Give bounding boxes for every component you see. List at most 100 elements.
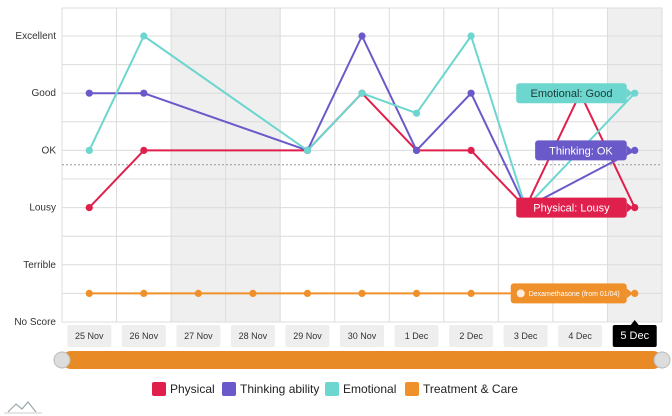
- y-tick-label-lousy: Lousy: [29, 203, 56, 214]
- slider-handle-right[interactable]: [653, 351, 671, 369]
- point-emotional-30-nov: [358, 89, 366, 97]
- tooltip-text: Dexamethasone (from 01/04): [529, 291, 620, 298]
- x-tick-box: [67, 325, 112, 347]
- x-tick-label: 4 Dec: [568, 331, 592, 341]
- point-thinking-ability-30-nov: [358, 32, 366, 40]
- x-tick-label: 28 Nov: [239, 331, 268, 341]
- y-tick-label-good: Good: [32, 88, 56, 99]
- x-tick-label: 25 Nov: [75, 331, 104, 341]
- point-emotional-1-dec: [412, 109, 421, 117]
- x-tick-box: [121, 325, 166, 347]
- x-tick-box: [340, 325, 384, 347]
- x-tick-25-nov[interactable]: 25 Nov: [67, 325, 112, 347]
- x-tick-label: 26 Nov: [130, 331, 159, 341]
- tooltip-treatment-care: Dexamethasone (from 01/04): [510, 283, 633, 304]
- point-physical-2-dec: [467, 146, 475, 154]
- x-tick-box: [176, 325, 221, 347]
- point-thinking-ability-1-dec: [412, 146, 421, 154]
- series-line-emotional: [88, 35, 636, 209]
- tooltip-box: [510, 283, 627, 304]
- point-emotional-29-nov: [303, 146, 312, 154]
- point-treatment-care-30-nov: [358, 289, 366, 297]
- legend-item-emotional[interactable]: Emotional: [325, 382, 396, 396]
- point-emotional-26-nov: [140, 32, 148, 40]
- legend-swatch: [325, 382, 339, 396]
- point-thinking-ability-26-nov: [140, 89, 148, 97]
- tooltip-physical: Physical: Lousy: [516, 197, 633, 218]
- y-tick-label-terrible: Terrible: [23, 260, 56, 271]
- legend: Physical Thinking ability Emotional Treatme…: [152, 382, 518, 396]
- legend-swatch: [152, 382, 166, 396]
- x-tick-2-dec[interactable]: 2 Dec: [449, 325, 494, 347]
- legend-label: Treatment & Care: [423, 382, 518, 396]
- legend-item-physical[interactable]: Physical: [152, 382, 215, 396]
- point-thinking-ability-25-nov: [85, 89, 93, 97]
- tooltip-thinking-ability: Thinking: OK: [535, 140, 633, 161]
- pill-icon: [516, 289, 525, 298]
- plot-background: [171, 8, 662, 322]
- point-treatment-care-5-dec: [631, 289, 639, 297]
- legend-label: Physical: [170, 382, 215, 396]
- grid: [61, 7, 663, 323]
- x-tick-1-dec[interactable]: 1 Dec: [394, 325, 439, 347]
- slider-track[interactable]: [62, 351, 662, 369]
- x-tick-29-nov[interactable]: 29 Nov: [285, 325, 330, 347]
- point-treatment-care-29-nov: [303, 289, 312, 297]
- brand-logo: [4, 401, 42, 414]
- x-tick-27-nov[interactable]: 27 Nov: [176, 325, 221, 347]
- legend-swatch: [222, 382, 236, 396]
- point-emotional-2-dec: [467, 32, 475, 40]
- point-treatment-care-1-dec: [412, 289, 421, 297]
- point-emotional-25-nov: [85, 146, 93, 154]
- x-tick-label: 3 Dec: [514, 331, 538, 341]
- x-tick-box: [230, 325, 275, 347]
- legend-item-treatment-care[interactable]: Treatment & Care: [405, 382, 518, 396]
- tooltip-box: [516, 83, 627, 104]
- x-tick-3-dec[interactable]: 3 Dec: [503, 325, 548, 347]
- point-treatment-care-2-dec: [467, 289, 475, 297]
- x-tick-box: [449, 325, 494, 347]
- slider-handle-left[interactable]: [53, 351, 71, 369]
- x-tick-28-nov[interactable]: 28 Nov: [230, 325, 275, 347]
- x-tick-26-nov[interactable]: 26 Nov: [121, 325, 166, 347]
- x-tick-label: 5 Dec: [620, 330, 649, 342]
- x-tick-pointer: [630, 320, 639, 325]
- point-physical-25-nov: [85, 204, 93, 212]
- x-tick-box: [394, 325, 439, 347]
- x-tick-5-dec[interactable]: 5 Dec: [612, 320, 657, 347]
- tooltips: Emotional: Good Thinking: OK Physical: Lou…: [510, 83, 633, 304]
- tooltip-emotional: Emotional: Good: [516, 83, 633, 104]
- legend-item-thinking-ability[interactable]: Thinking ability: [222, 382, 319, 396]
- series-line-thinking-ability: [89, 35, 636, 209]
- point-thinking-ability-2-dec: [467, 89, 475, 97]
- legend-label: Emotional: [343, 382, 396, 396]
- point-treatment-care-28-nov: [249, 289, 257, 297]
- range-slider[interactable]: [53, 351, 671, 369]
- x-tick-label: 1 Dec: [405, 331, 429, 341]
- point-emotional-5-dec: [631, 89, 639, 97]
- x-tick-30-nov[interactable]: 30 Nov: [340, 325, 384, 347]
- x-tick-label: 2 Dec: [459, 331, 483, 341]
- tooltip-box: [535, 140, 627, 161]
- logo-mark: [7, 401, 37, 413]
- y-tick-label-ok: OK: [42, 145, 57, 156]
- point-treatment-care-26-nov: [140, 289, 148, 297]
- tooltip-text: Thinking: OK: [549, 145, 613, 157]
- point-thinking-ability-5-dec: [631, 146, 639, 154]
- tooltip-pointer: [626, 88, 633, 99]
- x-tick-label: 29 Nov: [293, 331, 322, 341]
- x-tick-label: 27 Nov: [184, 331, 213, 341]
- legend-label: Thinking ability: [240, 382, 319, 396]
- legend-swatch: [405, 382, 419, 396]
- point-treatment-care-27-nov: [194, 289, 202, 297]
- tooltip-pointer: [626, 288, 633, 299]
- x-tick-box: [285, 325, 330, 347]
- tooltip-pointer: [626, 202, 633, 213]
- x-tick-box: [612, 325, 657, 347]
- tooltip-text: Emotional: Good: [531, 88, 613, 100]
- x-tick-4-dec[interactable]: 4 Dec: [558, 325, 603, 347]
- point-physical-5-dec: [631, 204, 639, 212]
- point-treatment-care-25-nov: [85, 289, 93, 297]
- tooltip-pointer: [626, 145, 633, 156]
